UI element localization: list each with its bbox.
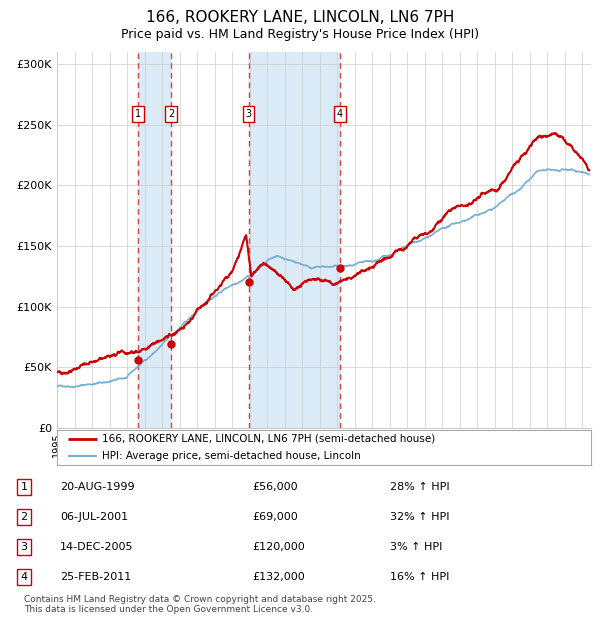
Text: 28% ↑ HPI: 28% ↑ HPI bbox=[390, 482, 449, 492]
Text: 1: 1 bbox=[20, 482, 28, 492]
Text: 16% ↑ HPI: 16% ↑ HPI bbox=[390, 572, 449, 582]
Text: 32% ↑ HPI: 32% ↑ HPI bbox=[390, 512, 449, 522]
Text: 3: 3 bbox=[245, 109, 252, 119]
Text: 2: 2 bbox=[168, 109, 174, 119]
Text: 166, ROOKERY LANE, LINCOLN, LN6 7PH (semi-detached house): 166, ROOKERY LANE, LINCOLN, LN6 7PH (sem… bbox=[103, 434, 436, 444]
Bar bbox=[249, 52, 340, 428]
Text: £56,000: £56,000 bbox=[252, 482, 298, 492]
Text: 4: 4 bbox=[337, 109, 343, 119]
Bar bbox=[138, 52, 171, 428]
Text: 14-DEC-2005: 14-DEC-2005 bbox=[60, 542, 133, 552]
Text: 4: 4 bbox=[20, 572, 28, 582]
Text: 1: 1 bbox=[135, 109, 141, 119]
Text: 3% ↑ HPI: 3% ↑ HPI bbox=[390, 542, 442, 552]
Text: 166, ROOKERY LANE, LINCOLN, LN6 7PH: 166, ROOKERY LANE, LINCOLN, LN6 7PH bbox=[146, 10, 454, 25]
Text: Contains HM Land Registry data © Crown copyright and database right 2025.
This d: Contains HM Land Registry data © Crown c… bbox=[24, 595, 376, 614]
Text: 06-JUL-2001: 06-JUL-2001 bbox=[60, 512, 128, 522]
Text: £132,000: £132,000 bbox=[252, 572, 305, 582]
Text: £69,000: £69,000 bbox=[252, 512, 298, 522]
Text: £120,000: £120,000 bbox=[252, 542, 305, 552]
Text: 20-AUG-1999: 20-AUG-1999 bbox=[60, 482, 134, 492]
Text: 3: 3 bbox=[20, 542, 28, 552]
Text: Price paid vs. HM Land Registry's House Price Index (HPI): Price paid vs. HM Land Registry's House … bbox=[121, 28, 479, 41]
Text: 2: 2 bbox=[20, 512, 28, 522]
Text: HPI: Average price, semi-detached house, Lincoln: HPI: Average price, semi-detached house,… bbox=[103, 451, 361, 461]
Text: 25-FEB-2011: 25-FEB-2011 bbox=[60, 572, 131, 582]
